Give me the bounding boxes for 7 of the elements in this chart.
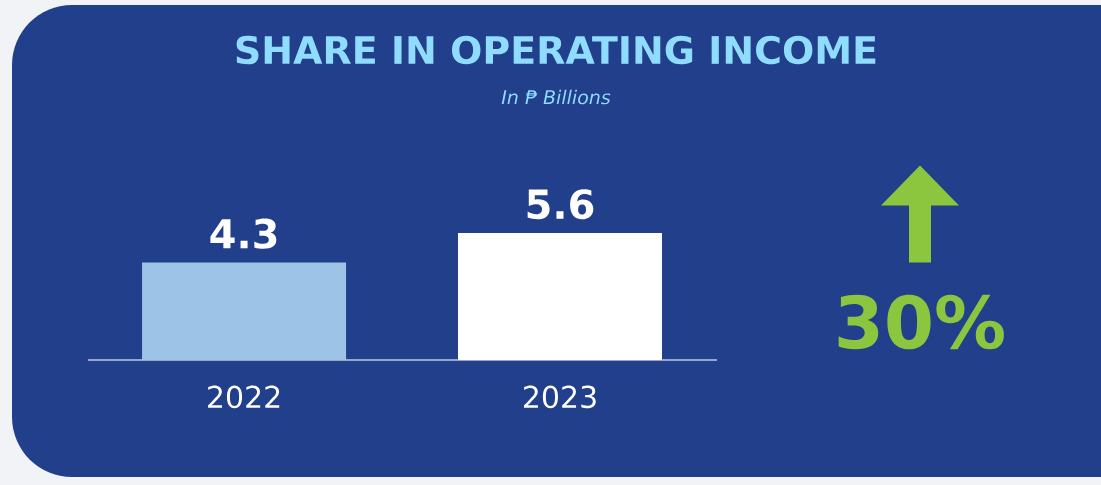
x-tick-label: 2023 bbox=[524, 385, 596, 409]
data-label: 4.3 bbox=[210, 218, 277, 249]
chart-title: SHARE IN OPERATING INCOME bbox=[236, 35, 876, 65]
text: 30% bbox=[838, 294, 1004, 350]
x-tick-label: 2022 bbox=[208, 385, 280, 409]
data-label: 5.6 bbox=[527, 189, 594, 220]
chart-subtitle: In ₱ Billions bbox=[501, 89, 611, 105]
